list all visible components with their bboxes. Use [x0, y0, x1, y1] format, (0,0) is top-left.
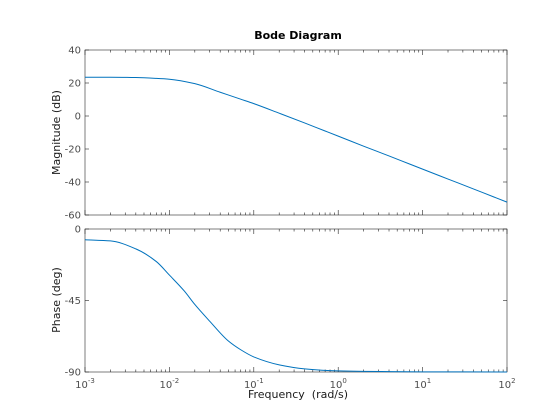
chart-title: Bode Diagram [254, 29, 342, 42]
x-tick-label: 100 [330, 377, 347, 391]
x-tick-label: 10-2 [160, 377, 180, 391]
magnitude-y-tick-label: 0 [75, 112, 81, 123]
x-axis-label: Frequency (rad/s) [248, 388, 348, 401]
phase-y-tick-label: -45 [65, 296, 81, 307]
magnitude-axes-frame [84, 49, 508, 216]
phase-y-tick-label: 0 [75, 225, 81, 236]
magnitude-y-tick-label: -40 [65, 178, 81, 189]
magnitude-series-line [85, 76, 508, 203]
magnitude-y-tick-label: -20 [65, 145, 81, 156]
phase-y-tick-label: -90 [65, 368, 81, 379]
magnitude-y-axis-label: Magnitude (dB) [50, 90, 63, 175]
x-tick-label: 102 [498, 377, 515, 391]
magnitude-y-tick-label: 40 [68, 46, 81, 57]
phase-panel: 0 -45 -90 Phase (deg) [50, 225, 508, 379]
x-tick-label: 10-3 [75, 377, 95, 391]
magnitude-panel: 40 20 0 -20 -40 -60 Magnitude (dB) [50, 46, 508, 222]
phase-axes-frame [84, 228, 508, 373]
phase-series-line [84, 239, 508, 373]
x-tick-label: 101 [414, 377, 431, 391]
phase-y-axis-label: Phase (deg) [50, 267, 63, 333]
magnitude-y-tick-label: -60 [65, 211, 81, 222]
x-tick-label: 10-1 [244, 377, 264, 391]
magnitude-y-tick-label: 20 [68, 79, 81, 90]
